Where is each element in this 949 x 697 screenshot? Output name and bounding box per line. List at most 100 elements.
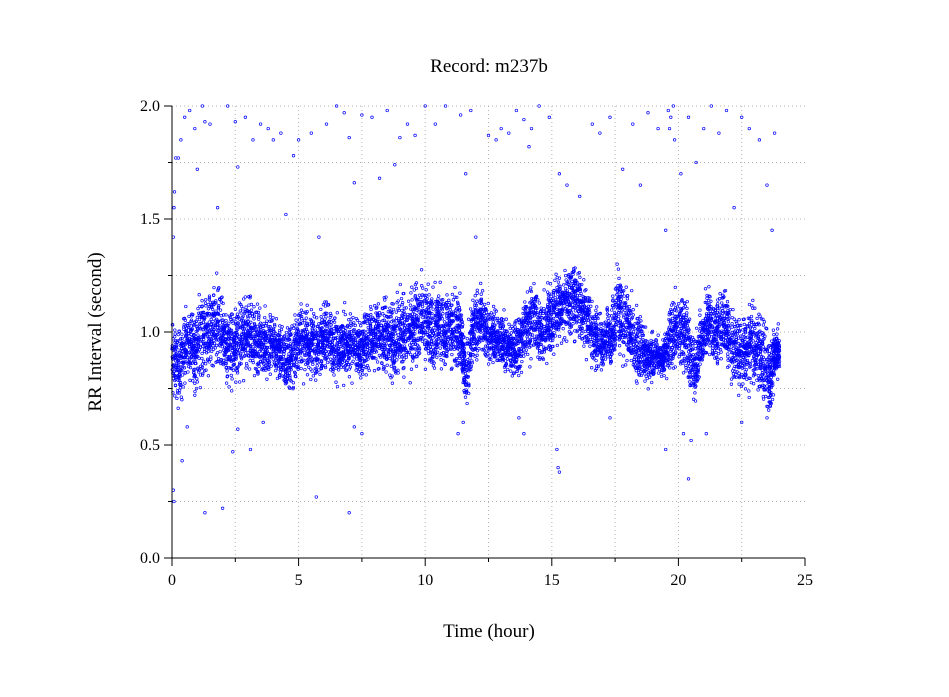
rr-point xyxy=(235,365,240,370)
rr-point xyxy=(173,374,177,378)
rr-point xyxy=(315,364,319,368)
rr-point xyxy=(209,357,213,361)
rr-point xyxy=(173,345,177,350)
rr-point xyxy=(389,364,393,368)
rr-point xyxy=(571,322,575,326)
rr-point xyxy=(503,359,508,363)
rr-point xyxy=(367,368,371,373)
rr-point xyxy=(246,316,250,320)
rr-point xyxy=(299,356,303,360)
rr-point xyxy=(239,336,243,340)
rr-point xyxy=(250,351,254,356)
rr-point xyxy=(189,324,193,328)
rr-point xyxy=(179,346,184,350)
rr-point xyxy=(174,343,179,348)
rr-point xyxy=(542,306,546,311)
rr-point xyxy=(249,327,253,331)
rr-point xyxy=(234,380,238,384)
rr-point xyxy=(261,359,265,363)
rr-point xyxy=(206,358,210,362)
rr-point xyxy=(246,351,250,355)
rr-point xyxy=(489,311,493,315)
rr-point xyxy=(260,367,264,372)
rr-point xyxy=(198,373,203,377)
rr-point xyxy=(421,333,426,338)
rr-point xyxy=(224,340,228,344)
rr-point xyxy=(259,328,263,332)
rr-point xyxy=(182,356,186,360)
rr-point xyxy=(200,351,204,356)
rr-point xyxy=(187,314,191,319)
rr-point xyxy=(557,334,562,339)
rr-point xyxy=(197,293,201,297)
rr-point xyxy=(303,367,307,372)
rr-point xyxy=(206,307,211,311)
rr-point xyxy=(559,341,564,345)
rr-point xyxy=(202,349,207,354)
rr-point xyxy=(203,362,208,366)
rr-point xyxy=(410,298,414,302)
rr-point xyxy=(231,368,236,372)
rr-point xyxy=(520,359,524,364)
rr-point xyxy=(250,335,254,339)
rr-point xyxy=(375,360,380,364)
rr-point xyxy=(225,369,229,373)
rr-point xyxy=(400,308,404,313)
rr-point xyxy=(216,288,220,293)
rr-point xyxy=(580,331,584,336)
rr-point xyxy=(263,345,267,349)
rr-point xyxy=(267,351,271,356)
rr-point xyxy=(180,398,184,402)
rr-point xyxy=(456,361,460,365)
rr-point xyxy=(247,303,251,307)
rr-point xyxy=(265,377,269,381)
rr-point xyxy=(318,372,322,377)
rr-point xyxy=(305,373,310,377)
rr-point xyxy=(214,309,218,313)
rr-point xyxy=(228,366,233,370)
rr-point xyxy=(226,323,230,328)
rr-point xyxy=(215,271,219,275)
rr-point xyxy=(258,321,263,325)
rr-point xyxy=(458,291,462,295)
rr-point xyxy=(573,309,578,313)
rr-point xyxy=(299,366,303,371)
rr-point xyxy=(252,305,256,309)
rr-point xyxy=(202,311,206,315)
rr-point xyxy=(218,324,222,328)
rr-point xyxy=(180,332,184,336)
rr-point xyxy=(203,324,208,329)
rr-point xyxy=(255,330,259,334)
rr-point xyxy=(242,354,246,358)
rr-point xyxy=(409,291,413,295)
rr-point xyxy=(249,308,254,312)
rr-point xyxy=(243,348,248,352)
rr-point xyxy=(475,288,479,292)
rr-point xyxy=(193,361,197,366)
rr-point xyxy=(204,341,208,345)
rr-point xyxy=(195,327,200,331)
rr-point xyxy=(441,312,445,316)
rr-point xyxy=(183,335,188,339)
rr-point xyxy=(248,358,252,363)
rr-point xyxy=(218,308,223,312)
rr-point xyxy=(219,333,224,337)
rr-point xyxy=(465,401,469,406)
rr-point xyxy=(259,331,264,335)
rr-point xyxy=(398,282,402,287)
rr-point xyxy=(359,376,363,380)
rr-point xyxy=(235,315,239,319)
rr-point xyxy=(517,373,521,378)
rr-point xyxy=(251,360,255,365)
rr-point xyxy=(184,349,188,353)
rr-point xyxy=(216,312,221,316)
rr-point xyxy=(328,357,333,361)
rr-point xyxy=(232,339,236,343)
rr-point xyxy=(197,311,201,315)
rr-point xyxy=(177,329,181,334)
rr-point xyxy=(471,298,475,302)
rr-point xyxy=(331,369,335,374)
rr-point xyxy=(268,319,272,323)
rr-point xyxy=(228,344,233,348)
